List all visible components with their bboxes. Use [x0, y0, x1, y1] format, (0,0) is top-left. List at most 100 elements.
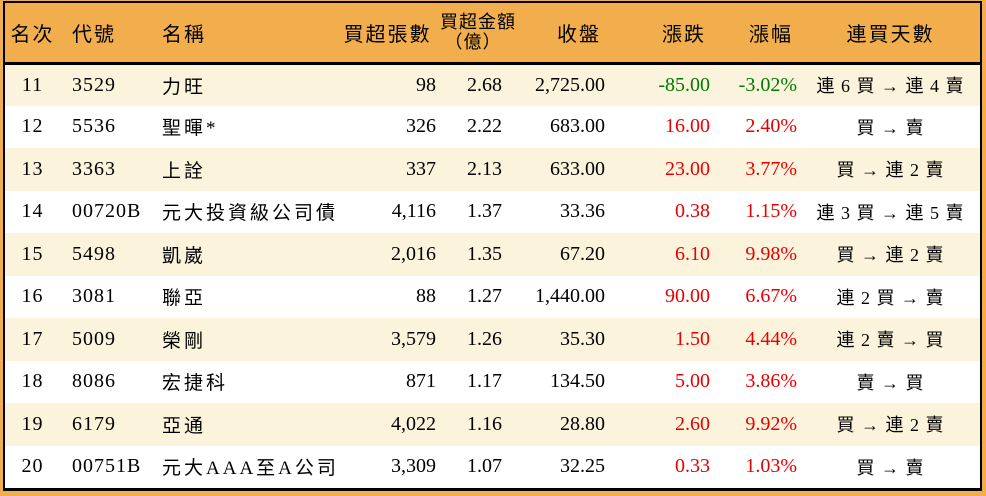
price-change: 90.00: [665, 285, 710, 308]
net-buy-amount: 1.07: [467, 455, 502, 478]
stock-code: 6179: [72, 412, 116, 435]
stock-code: 5536: [72, 115, 116, 138]
change-percent: 3.77%: [745, 157, 797, 180]
stock-code: 3081: [72, 285, 116, 308]
stock-code: 3529: [72, 73, 116, 96]
net-buy-volume: 88: [416, 285, 436, 308]
header-streak: 連買天數: [801, 3, 980, 65]
close-price: 67.20: [560, 242, 605, 265]
rank-cell: 13: [21, 157, 44, 180]
table-body: 11 3529 力旺 98 2.68 2,725.00 -85.00 -3.02…: [5, 63, 980, 488]
rank-cell: 18: [21, 370, 44, 393]
net-buy-amount: 2.22: [467, 115, 502, 138]
price-change: -85.00: [658, 73, 710, 96]
header-change-pct: 漲幅: [714, 3, 801, 65]
table-row: 17 5009 榮剛 3,579 1.26 35.30 1.50 4.44% 連…: [5, 318, 980, 361]
stock-name: 凱崴: [162, 245, 207, 267]
stock-code: 8086: [72, 370, 116, 393]
net-buy-amount: 1.26: [467, 327, 502, 350]
rank-cell: 19: [21, 412, 44, 435]
stock-name: 元大AAA至A公司債: [162, 458, 335, 480]
header-change: 漲跌: [609, 3, 714, 65]
net-buy-volume: 3,579: [391, 327, 436, 350]
price-change: 5.00: [675, 370, 710, 393]
close-price: 28.80: [560, 412, 605, 435]
price-change: 0.38: [675, 200, 710, 223]
change-percent: 9.92%: [745, 412, 797, 435]
rank-cell: 12: [21, 115, 44, 138]
stock-code: 5009: [72, 327, 116, 350]
close-price: 1,440.00: [535, 285, 605, 308]
change-percent: 3.86%: [745, 370, 797, 393]
table-row: 19 6179 亞通 4,022 1.16 28.80 2.60 9.92% 買…: [5, 403, 980, 446]
table-row: 13 3363 上詮 337 2.13 633.00 23.00 3.77% 買…: [5, 148, 980, 191]
streak-label: 連 6 買 → 連 4 賣: [816, 76, 965, 96]
net-buy-amount: 1.17: [467, 370, 502, 393]
net-buy-amount: 1.37: [467, 200, 502, 223]
net-buy-volume: 337: [406, 157, 436, 180]
header-amount: 買超金額 （億）: [440, 3, 515, 65]
stock-name: 榮剛: [162, 330, 207, 352]
price-change: 16.00: [665, 115, 710, 138]
price-change: 2.60: [675, 412, 710, 435]
table-header: 名次 代號 名稱 買超張數 買超金額 （億） 收盤 漲跌 漲幅 連買天數: [5, 3, 980, 65]
rank-cell: 11: [21, 73, 44, 96]
change-percent: -3.02%: [738, 73, 797, 96]
change-percent: 9.98%: [745, 242, 797, 265]
streak-label: 連 2 買 → 賣: [836, 287, 945, 308]
close-price: 33.36: [560, 200, 605, 223]
net-buy-volume: 3,309: [391, 455, 436, 478]
stock-code: 00720B: [72, 200, 142, 223]
stock-code: 5498: [72, 242, 116, 265]
change-percent: 1.03%: [745, 455, 797, 478]
price-change: 0.33: [675, 455, 710, 478]
close-price: 2,725.00: [535, 73, 605, 96]
stock-name: 上詮: [162, 160, 207, 182]
price-change: 1.50: [675, 327, 710, 350]
price-change: 23.00: [665, 157, 710, 180]
rank-cell: 15: [21, 242, 44, 265]
rank-cell: 17: [21, 327, 44, 350]
header-name: 名稱: [150, 3, 335, 65]
stock-name: 宏捷科: [162, 373, 229, 395]
header-volume: 買超張數: [335, 3, 440, 65]
rank-cell: 16: [21, 285, 44, 308]
stock-name: 亞通: [162, 415, 207, 437]
header-amount-line2: （億）: [444, 32, 502, 53]
streak-label: 賣 → 買: [856, 372, 925, 393]
table-row: 12 5536 聖暉* 326 2.22 683.00 16.00 2.40% …: [5, 105, 980, 148]
header-code: 代號: [60, 3, 150, 65]
table-row: 14 00720B 元大投資級公司債 4,116 1.37 33.36 0.38…: [5, 190, 980, 233]
change-percent: 6.67%: [745, 285, 797, 308]
streak-label: 買 → 賣: [856, 117, 925, 138]
close-price: 35.30: [560, 327, 605, 350]
rank-cell: 20: [21, 455, 44, 478]
stock-name: 聖暉*: [162, 118, 219, 140]
stock-rank-table-frame: 名次 代號 名稱 買超張數 買超金額 （億） 收盤 漲跌 漲幅 連買天數 11 …: [3, 1, 982, 491]
net-buy-amount: 1.16: [467, 412, 502, 435]
header-row: 名次 代號 名稱 買超張數 買超金額 （億） 收盤 漲跌 漲幅 連買天數: [5, 3, 980, 65]
table-row: 15 5498 凱崴 2,016 1.35 67.20 6.10 9.98% 買…: [5, 233, 980, 276]
streak-label: 買 → 賣: [856, 457, 925, 478]
net-buy-volume: 4,022: [391, 412, 436, 435]
stock-code: 00751B: [72, 455, 142, 478]
streak-label: 買 → 連 2 賣: [836, 415, 945, 436]
streak-label: 買 → 連 2 賣: [836, 245, 945, 266]
stock-rank-table: 名次 代號 名稱 買超張數 買超金額 （億） 收盤 漲跌 漲幅 連買天數 11 …: [5, 3, 980, 488]
stock-code: 3363: [72, 157, 116, 180]
stock-name: 聯亞: [162, 288, 207, 310]
net-buy-volume: 871: [406, 370, 436, 393]
stock-name: 元大投資級公司債: [162, 203, 335, 225]
net-buy-volume: 326: [406, 115, 436, 138]
change-percent: 1.15%: [745, 200, 797, 223]
change-percent: 4.44%: [745, 327, 797, 350]
close-price: 683.00: [550, 115, 605, 138]
streak-label: 連 2 賣 → 買: [836, 330, 945, 351]
net-buy-amount: 2.68: [467, 73, 502, 96]
net-buy-volume: 4,116: [391, 200, 436, 223]
rank-cell: 14: [21, 200, 44, 223]
change-percent: 2.40%: [745, 115, 797, 138]
net-buy-amount: 2.13: [467, 157, 502, 180]
streak-label: 買 → 連 2 賣: [836, 160, 945, 181]
table-row: 18 8086 宏捷科 871 1.17 134.50 5.00 3.86% 賣…: [5, 360, 980, 403]
